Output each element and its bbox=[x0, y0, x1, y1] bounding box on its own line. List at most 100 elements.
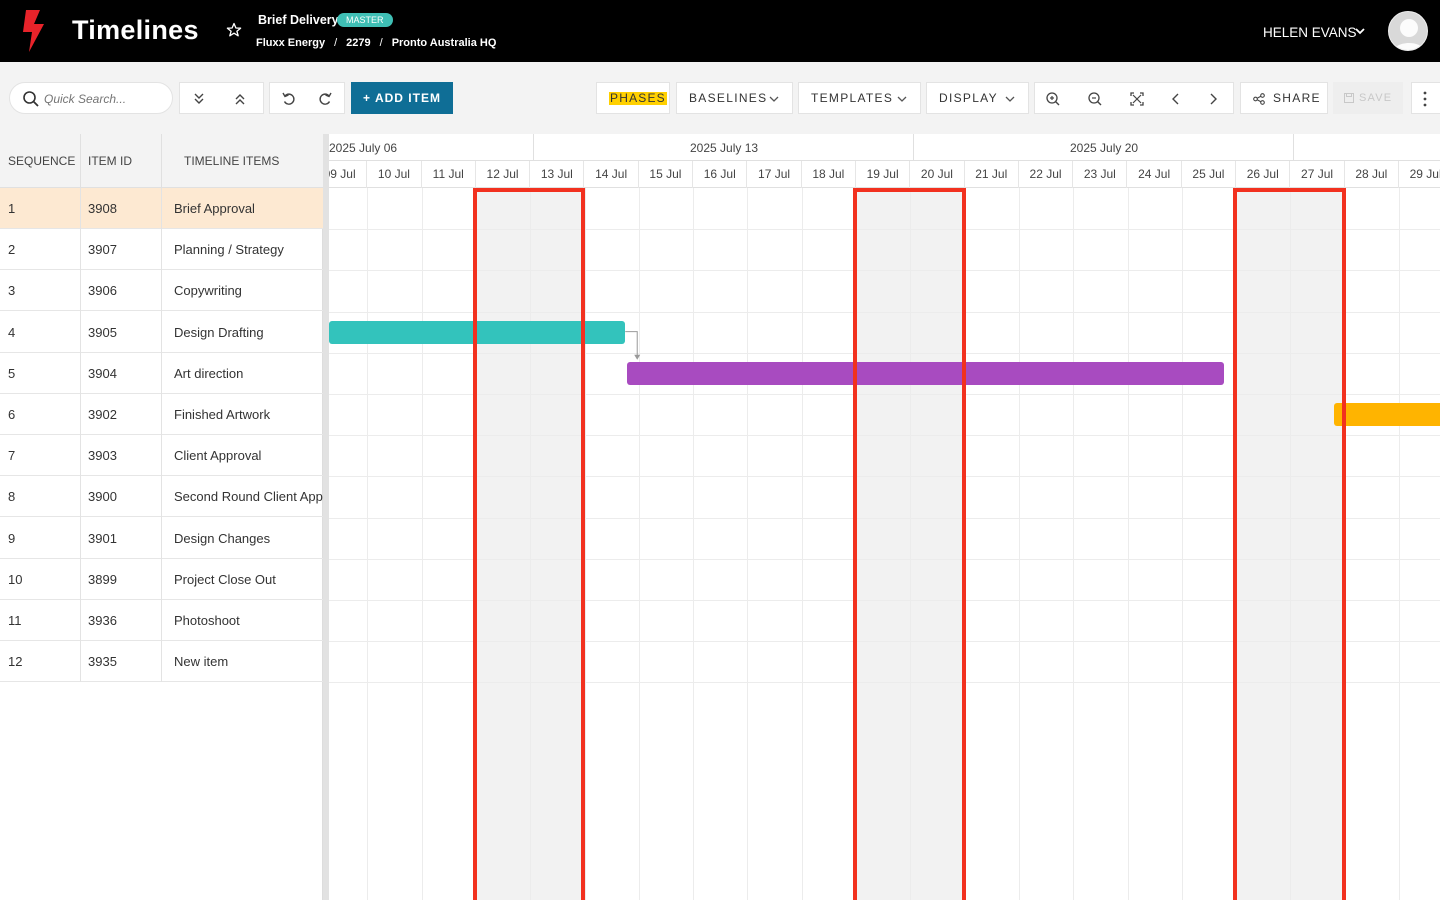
add-item-button[interactable]: + ADD ITEM bbox=[351, 82, 453, 114]
breadcrumb-job-number[interactable]: 2279 bbox=[346, 37, 371, 49]
column-divider bbox=[80, 188, 81, 682]
week-header-row: 2025 July 06 2025 July 13 2025 July 20 bbox=[329, 134, 1440, 161]
item-name-cell[interactable]: Finished Artwork bbox=[174, 407, 271, 422]
item-id-cell: 3900 bbox=[88, 489, 117, 505]
row-gridline bbox=[329, 476, 1440, 478]
row-gridline bbox=[329, 641, 1440, 643]
day-label: 23 Jul bbox=[1073, 161, 1128, 188]
item-name-cell[interactable]: Art direction bbox=[174, 365, 244, 381]
row-gridline bbox=[329, 517, 1440, 519]
avatar[interactable] bbox=[1388, 11, 1428, 51]
undo-icon[interactable] bbox=[280, 90, 298, 108]
brand-logo-icon[interactable] bbox=[20, 10, 52, 52]
quick-search[interactable] bbox=[9, 82, 173, 114]
day-label: 12 Jul bbox=[476, 161, 531, 188]
item-name-cell[interactable]: Second Round Client Approval bbox=[174, 489, 323, 505]
sequence-cell: 11 bbox=[8, 613, 22, 628]
day-gridline bbox=[801, 188, 803, 900]
day-label: 25 Jul bbox=[1182, 161, 1237, 188]
chevron-right-icon[interactable] bbox=[1204, 90, 1222, 108]
search-input[interactable] bbox=[44, 89, 164, 109]
column-header-item-id[interactable]: ITEM ID bbox=[81, 134, 162, 188]
column-divider bbox=[161, 188, 162, 682]
dependency-arrow[interactable] bbox=[329, 134, 1440, 900]
day-label: 15 Jul bbox=[639, 161, 694, 188]
day-label: 20 Jul bbox=[910, 161, 965, 188]
item-name-cell[interactable]: Photoshoot bbox=[174, 613, 240, 628]
chevron-down-icon bbox=[769, 96, 779, 102]
day-gridline bbox=[1127, 188, 1129, 900]
save-disk-icon bbox=[1344, 93, 1354, 103]
redo-icon[interactable] bbox=[316, 90, 334, 108]
templates-label: TEMPLATES bbox=[811, 91, 894, 105]
phases-label: PHASES bbox=[609, 91, 667, 105]
zoom-out-icon[interactable] bbox=[1086, 90, 1104, 108]
search-icon bbox=[23, 91, 39, 107]
more-menu-button[interactable] bbox=[1411, 82, 1440, 114]
expand-all-icon[interactable] bbox=[190, 90, 208, 108]
day-label: 22 Jul bbox=[1019, 161, 1074, 188]
column-header-sequence[interactable]: SEQUENCE bbox=[0, 134, 81, 188]
day-gridline bbox=[421, 188, 423, 900]
chevron-left-icon[interactable] bbox=[1167, 90, 1185, 108]
fit-to-screen-icon[interactable] bbox=[1128, 90, 1146, 108]
sequence-cell: 6 bbox=[8, 407, 16, 422]
zoom-in-icon[interactable] bbox=[1044, 90, 1062, 108]
row-gridline bbox=[329, 600, 1440, 601]
gantt-timeline: 2025 July 06 2025 July 13 2025 July 20 0… bbox=[329, 134, 1440, 900]
week-divider bbox=[1293, 134, 1294, 161]
row-gridline bbox=[329, 682, 1440, 684]
day-label: 27 Jul bbox=[1290, 161, 1345, 188]
item-id-cell: 3905 bbox=[88, 324, 117, 340]
phases-button[interactable]: PHASES bbox=[596, 82, 670, 114]
breadcrumb-separator: / bbox=[379, 37, 383, 49]
day-gridline bbox=[747, 188, 749, 900]
item-name-cell[interactable]: Copywriting bbox=[174, 283, 242, 299]
day-label: 14 Jul bbox=[585, 161, 639, 188]
column-header-timeline-items[interactable]: TIMELINE ITEMS bbox=[184, 154, 280, 168]
task-bar[interactable] bbox=[626, 361, 1225, 385]
day-label: 09 Jul bbox=[329, 161, 368, 188]
item-name-cell[interactable]: Design Drafting bbox=[174, 324, 264, 340]
breadcrumb: Fluxx Energy / 2279 / Pronto Australia HQ bbox=[256, 37, 496, 49]
sequence-cell: 7 bbox=[8, 448, 16, 464]
display-dropdown[interactable]: DISPLAY bbox=[926, 82, 1029, 114]
day-gridline bbox=[693, 188, 695, 900]
item-name-cell[interactable]: Planning / Strategy bbox=[174, 242, 284, 258]
item-name-cell[interactable]: Project Close Out bbox=[174, 571, 276, 587]
favorite-star-icon[interactable] bbox=[226, 22, 242, 38]
row-gridline bbox=[329, 394, 1440, 395]
item-name-cell[interactable]: Design Changes bbox=[174, 530, 271, 546]
save-button[interactable]: SAVE bbox=[1333, 82, 1403, 114]
chevron-down-icon[interactable] bbox=[1354, 25, 1366, 37]
sequence-cell: 8 bbox=[8, 489, 16, 505]
item-name-cell[interactable]: New item bbox=[174, 654, 229, 670]
day-label: 28 Jul bbox=[1345, 161, 1399, 188]
item-name-cell[interactable]: Brief Approval bbox=[174, 201, 255, 216]
day-gridline bbox=[910, 188, 912, 900]
breadcrumb-client[interactable]: Fluxx Energy bbox=[256, 37, 326, 49]
pane-splitter-handle[interactable] bbox=[323, 134, 329, 900]
collapse-all-icon[interactable] bbox=[231, 90, 249, 108]
task-bar[interactable] bbox=[329, 320, 626, 344]
row-gridline bbox=[329, 558, 1440, 560]
chevron-down-icon bbox=[1005, 96, 1015, 102]
weekend-highlight-box bbox=[472, 188, 586, 900]
baselines-dropdown[interactable]: BASELINES bbox=[676, 82, 793, 114]
breadcrumb-location[interactable]: Pronto Australia HQ bbox=[391, 37, 497, 49]
item-id-cell: 3904 bbox=[88, 365, 117, 381]
share-button[interactable]: SHARE bbox=[1240, 82, 1328, 114]
item-id-cell: 3903 bbox=[88, 448, 117, 464]
task-bar[interactable] bbox=[1333, 403, 1440, 426]
day-label: 13 Jul bbox=[530, 161, 585, 188]
templates-dropdown[interactable]: TEMPLATES bbox=[798, 82, 921, 114]
project-name[interactable]: Brief Delivery bbox=[258, 13, 339, 27]
row-gridline bbox=[329, 311, 1440, 313]
user-menu-name[interactable]: HELEN EVANS bbox=[1263, 25, 1357, 40]
item-name-cell[interactable]: Client Approval bbox=[174, 448, 262, 464]
day-label: 29 Jul bbox=[1399, 161, 1440, 188]
undo-redo-group bbox=[269, 82, 345, 114]
chevron-down-icon bbox=[897, 96, 907, 102]
row-gridline bbox=[329, 229, 1440, 231]
sequence-cell: 4 bbox=[8, 324, 16, 340]
